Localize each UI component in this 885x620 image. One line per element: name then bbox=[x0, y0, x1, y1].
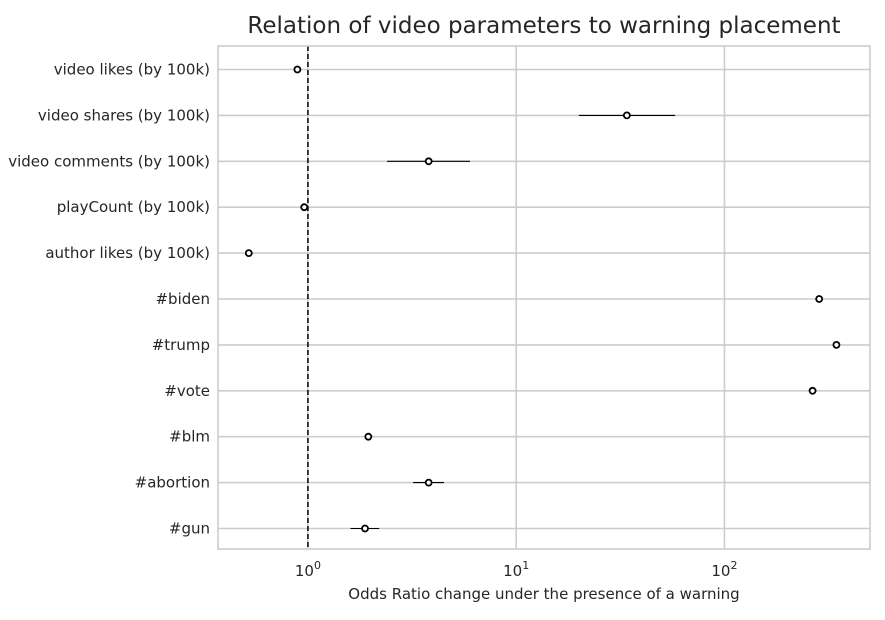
x-tick-exponent: 1 bbox=[522, 559, 529, 572]
x-tick-base: 10 bbox=[503, 562, 522, 580]
data-layer bbox=[244, 65, 841, 533]
odds-ratio-point bbox=[424, 157, 433, 166]
odds-ratio-point bbox=[622, 111, 631, 120]
odds-ratio-point bbox=[424, 478, 433, 487]
odds-ratio-point bbox=[244, 249, 253, 258]
y-tick-label: #biden bbox=[155, 290, 210, 308]
odds-ratio-point bbox=[832, 340, 841, 349]
odds-ratio-point bbox=[293, 65, 302, 74]
y-tick-label: #abortion bbox=[135, 474, 210, 492]
grid-layer bbox=[218, 46, 870, 549]
x-tick-base: 10 bbox=[295, 562, 314, 580]
plot-frame bbox=[217, 45, 871, 550]
x-tick-label: 101 bbox=[503, 559, 529, 580]
y-tick-label: #blm bbox=[169, 428, 210, 446]
y-tick-label: #vote bbox=[164, 382, 210, 400]
odds-ratio-point bbox=[361, 524, 369, 533]
x-tick-labels: 100 101 102 bbox=[295, 559, 738, 580]
chart-title: Relation of video parameters to warning … bbox=[247, 13, 840, 39]
y-tick-label: video comments (by 100k) bbox=[8, 152, 210, 170]
odds-ratio-point bbox=[808, 386, 817, 395]
y-tick-labels: video likes (by 100k) video shares (by 10… bbox=[8, 61, 210, 538]
y-tick-label: video likes (by 100k) bbox=[54, 61, 210, 79]
odds-ratio-point bbox=[364, 432, 373, 441]
x-tick-label: 102 bbox=[711, 559, 737, 580]
x-tick-exponent: 0 bbox=[314, 559, 321, 572]
y-tick-label: #gun bbox=[169, 520, 210, 538]
y-tick-label: video shares (by 100k) bbox=[38, 106, 210, 124]
x-axis-label: Odds Ratio change under the presence of … bbox=[348, 585, 739, 603]
y-tick-label: #trump bbox=[152, 336, 210, 354]
y-tick-label: playCount (by 100k) bbox=[57, 198, 210, 216]
odds-ratio-point bbox=[815, 295, 824, 303]
x-tick-base: 10 bbox=[711, 562, 730, 580]
x-tick-label: 100 bbox=[295, 559, 321, 580]
y-tick-label: author likes (by 100k) bbox=[45, 244, 210, 262]
x-tick-exponent: 2 bbox=[730, 559, 737, 572]
odds-ratio-point bbox=[300, 203, 309, 212]
